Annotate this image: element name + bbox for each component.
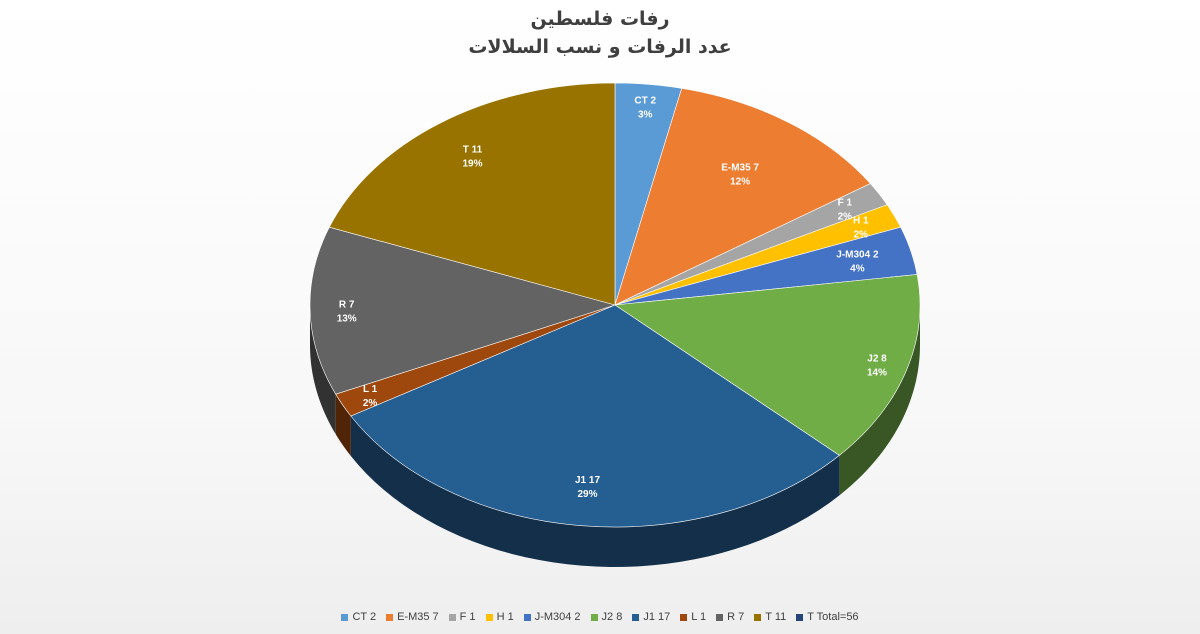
legend-swatch	[485, 613, 493, 621]
legend-swatch	[680, 613, 688, 621]
legend-label: H 1	[496, 611, 514, 623]
legend-swatch	[590, 613, 598, 621]
legend-swatch	[448, 613, 456, 621]
legend-label: CT 2	[352, 611, 377, 623]
legend-label: T 11	[765, 611, 787, 623]
legend-swatch	[523, 613, 531, 621]
legend-swatch	[754, 613, 762, 621]
pie-slice-j1	[350, 304, 840, 528]
data-label-name-ct: CT 2	[634, 95, 656, 106]
data-label-name-t: T 11	[463, 144, 483, 155]
legend-label: F 1	[459, 611, 476, 623]
data-label-name-j-m304: J-M304 2	[836, 249, 879, 260]
legend-item: L 1	[680, 611, 706, 623]
legend-item: J-M304 2	[523, 611, 581, 623]
data-label-name-j1: J1 17	[575, 475, 600, 486]
legend-label: T Total=56	[807, 611, 859, 623]
data-label-pct-j2: 14%	[867, 368, 887, 379]
data-label-name-f: F 1	[838, 197, 853, 208]
data-label-pct-t: 19%	[462, 158, 482, 169]
data-label-name-e-m35: E-M35 7	[721, 163, 759, 174]
legend-item: R 7	[716, 611, 744, 623]
chart-title: رفات فلسطين	[530, 8, 670, 30]
legend-swatch	[716, 613, 724, 621]
data-label-name-l: L 1	[363, 384, 378, 395]
data-label-pct-j-m304: 4%	[850, 263, 865, 274]
legend-label: R 7	[727, 611, 745, 623]
legend-item: T Total=56	[796, 611, 859, 623]
pie-slice-e-m35	[614, 88, 871, 306]
data-label-pct-f: 2%	[838, 211, 853, 222]
pie-side-j2	[839, 305, 920, 496]
data-label-pct-j1: 29%	[577, 489, 597, 500]
pie-data-labels: CT 23%E-M35 712%F 12% H 12%J-M304 24%J2 8…	[337, 95, 887, 500]
pie-side-j1	[350, 416, 840, 567]
data-label-pct-e-m35: 12%	[730, 177, 750, 188]
data-label-pct-h: 2%	[854, 230, 869, 241]
data-label-pct-r: 13%	[337, 313, 357, 324]
chart-legend: CT 2 E-M35 7 F 1 H 1 J-M304 2 J2 8 J1 17 L 1 R 7…	[0, 611, 1200, 623]
chart-subtitle: عدد الرفات و نسب السلالات	[468, 36, 732, 58]
legend-label: L 1	[691, 611, 707, 623]
data-label-pct-l: 2%	[363, 398, 378, 409]
data-label-name-r: R 7	[339, 299, 355, 310]
data-label-name-j2: J2 8	[867, 354, 887, 365]
pie-slice-r	[309, 226, 617, 395]
legend-swatch	[386, 613, 394, 621]
legend-label: J1 17	[643, 611, 671, 623]
legend-item: J1 17	[632, 611, 670, 623]
legend-item: J2 8	[590, 611, 623, 623]
legend-swatch	[341, 613, 349, 621]
legend-item: H 1	[485, 611, 514, 623]
legend-item: T 11	[754, 611, 786, 623]
legend-label: E-M35 7	[397, 611, 439, 623]
pie-slices	[309, 82, 921, 528]
data-label-pct-ct: 3%	[638, 109, 653, 120]
pie-side-l	[335, 394, 351, 456]
pie-slice-j2	[614, 274, 921, 456]
data-label-name-h: H 1	[853, 216, 869, 227]
legend-swatch	[796, 613, 804, 621]
pie-slice-t	[328, 82, 616, 306]
legend-label: J2 8	[601, 611, 623, 623]
legend-label: J-M304 2	[534, 611, 581, 623]
legend-item: F 1	[448, 611, 476, 623]
legend-item: E-M35 7	[386, 611, 439, 623]
legend-swatch	[632, 613, 640, 621]
legend-item: CT 2	[341, 611, 376, 623]
